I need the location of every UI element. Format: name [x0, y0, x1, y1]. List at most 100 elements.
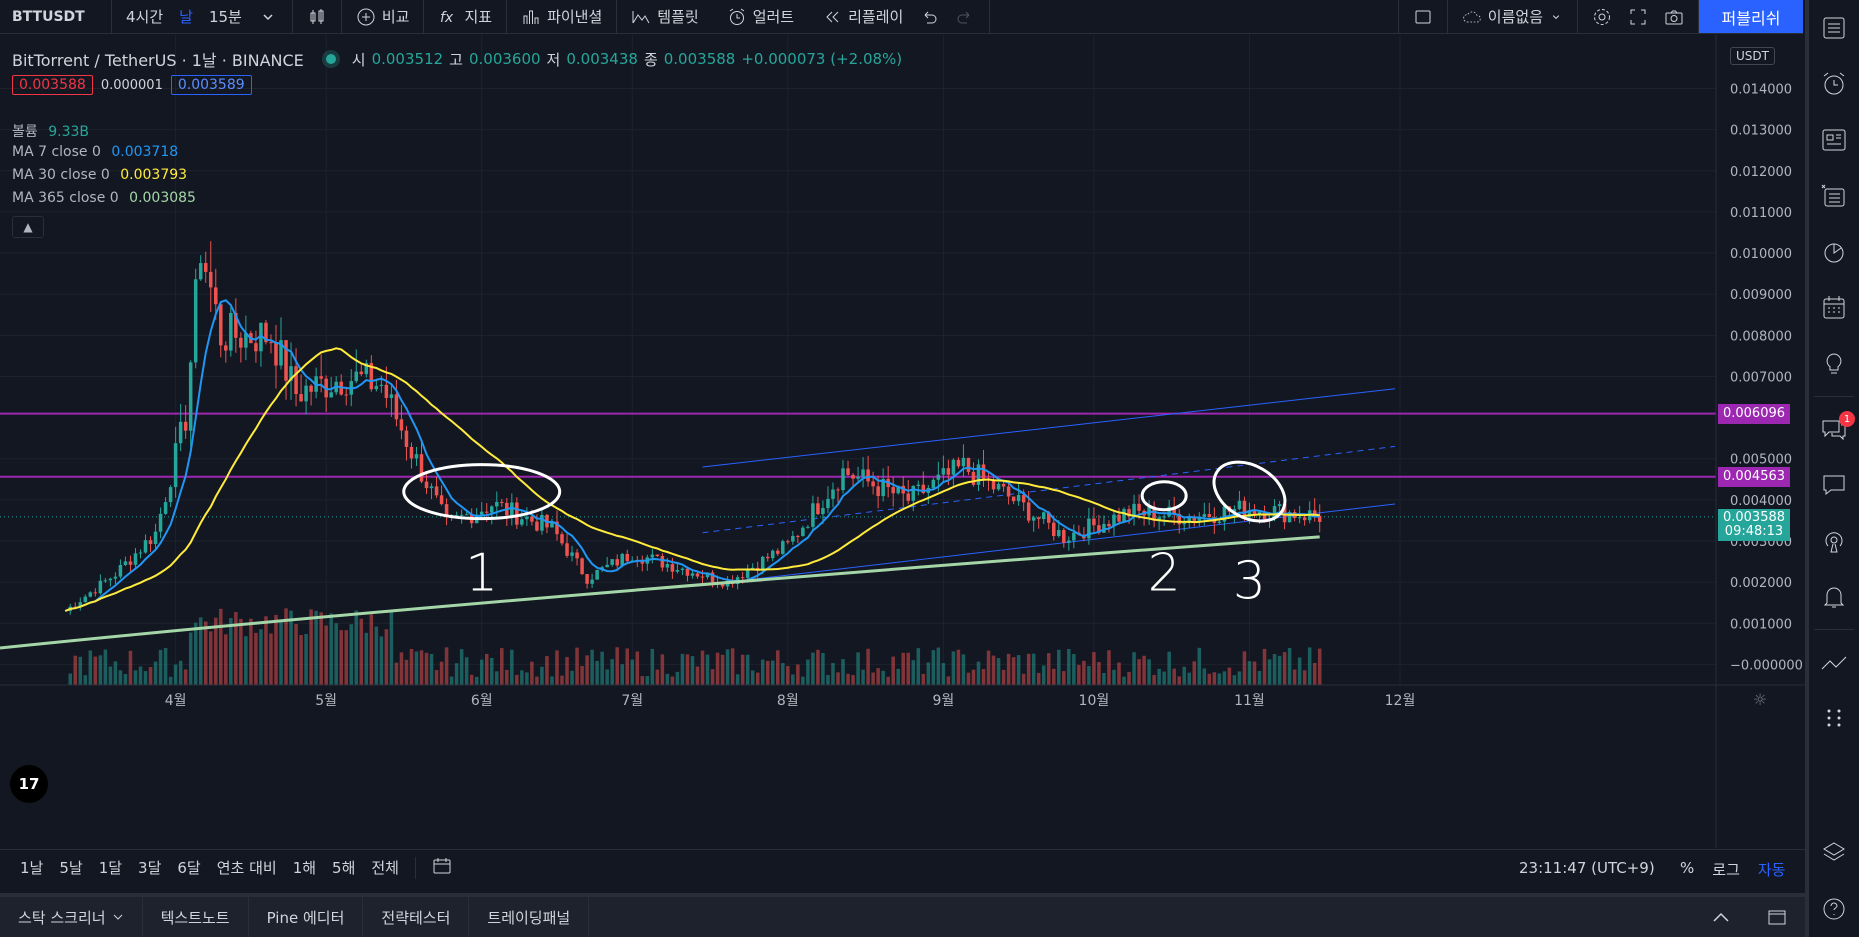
- percent-scale-button[interactable]: %: [1680, 859, 1695, 877]
- volume-bar: [158, 649, 163, 685]
- chart-type-button[interactable]: [299, 0, 335, 33]
- candle-body: [1182, 522, 1186, 525]
- range-1y[interactable]: 1해: [292, 858, 317, 877]
- sell-price[interactable]: 0.003588: [12, 75, 93, 95]
- dom-button[interactable]: [1807, 690, 1859, 746]
- fullscreen-button[interactable]: [1620, 0, 1656, 33]
- interval-4h[interactable]: 4시간: [126, 8, 164, 26]
- calendar-list-button[interactable]: [1807, 168, 1859, 224]
- circle-drawing: [1212, 460, 1287, 523]
- symbol-search-button[interactable]: BTTUSDT: [0, 0, 112, 33]
- time-axis[interactable]: 4월 5월 6월 7월 8월 9월 10월 11월 12월 ☼: [0, 684, 1805, 709]
- interval-dropdown[interactable]: [250, 0, 286, 33]
- candle-body: [856, 476, 860, 479]
- interval-15m[interactable]: 15분: [208, 8, 242, 26]
- publish-button[interactable]: 퍼블리쉬: [1699, 0, 1803, 33]
- auto-scale-button[interactable]: 자동: [1757, 861, 1786, 879]
- data-window-button[interactable]: [1807, 224, 1859, 280]
- volume-bar: [193, 622, 198, 685]
- notifications-button[interactable]: [1807, 569, 1859, 625]
- watchlist-button[interactable]: [1807, 0, 1859, 56]
- range-3m[interactable]: 3달: [138, 858, 162, 877]
- range-5y[interactable]: 5해: [332, 858, 356, 877]
- settings-button[interactable]: [1584, 0, 1620, 33]
- volume-bar: [660, 654, 665, 685]
- channel-drawings[interactable]: [702, 388, 1396, 583]
- range-5d[interactable]: 5날: [59, 858, 83, 877]
- economic-calendar-button[interactable]: [1807, 280, 1859, 336]
- candle-body: [193, 279, 198, 363]
- log-scale-button[interactable]: 로그: [1712, 861, 1740, 879]
- range-1d[interactable]: 1날: [20, 858, 44, 877]
- templates-button[interactable]: 템플릿: [623, 0, 706, 33]
- candle-body: [113, 576, 118, 579]
- pie-icon: [1824, 243, 1844, 263]
- candle-body: [459, 514, 464, 516]
- layers-button[interactable]: [1807, 825, 1859, 881]
- ideas-button[interactable]: [1807, 336, 1859, 392]
- volume-bar: [294, 624, 298, 685]
- snapshot-button[interactable]: [1656, 0, 1692, 33]
- tab-strategy-tester[interactable]: 전략테스터: [363, 897, 470, 937]
- help-button[interactable]: [1807, 881, 1859, 937]
- tab-text-notes[interactable]: 텍스트노트: [143, 897, 249, 937]
- ma30-indicator[interactable]: MA 30 close 0 0.003793: [12, 167, 187, 183]
- price-tick-label: 0.013000: [1730, 124, 1792, 139]
- ma365-indicator[interactable]: MA 365 close 0 0.003085: [12, 190, 196, 206]
- stock-screener-label: 스탁 스크리너: [18, 908, 106, 927]
- ma365-value: 0.003085: [129, 190, 196, 206]
- range-6m[interactable]: 6달: [177, 858, 201, 877]
- horizontal-lines[interactable]: [0, 412, 1716, 518]
- indicators-button[interactable]: fx 지표: [430, 0, 500, 33]
- interval-1d[interactable]: 날: [179, 8, 193, 26]
- tab-pine-editor[interactable]: Pine 에디터: [249, 897, 364, 937]
- compare-button[interactable]: 비교: [348, 0, 418, 33]
- range-all[interactable]: 전체: [371, 858, 399, 877]
- candle-body: [409, 446, 414, 459]
- candle-body: [264, 322, 268, 343]
- buy-price[interactable]: 0.003589: [170, 75, 252, 95]
- tab-trading-panel[interactable]: 트레이딩패널: [469, 897, 590, 937]
- timezone-clock[interactable]: 23:11:47 (UTC+9): [1519, 859, 1655, 877]
- volume-bar: [595, 660, 599, 685]
- volume-bar: [123, 673, 128, 685]
- currency-label[interactable]: USDT: [1730, 47, 1775, 65]
- volume-bar: [254, 632, 258, 685]
- candle-body: [876, 486, 880, 497]
- tab-stock-screener[interactable]: 스탁 스크리너: [0, 897, 143, 937]
- tradingview-logo[interactable]: 17: [10, 765, 48, 803]
- volume-bar: [745, 654, 750, 685]
- undo-button[interactable]: [911, 0, 947, 33]
- range-1m[interactable]: 1달: [98, 858, 123, 877]
- goto-date-button[interactable]: [414, 856, 460, 879]
- maximize-panel-button[interactable]: [1749, 897, 1805, 937]
- news-button[interactable]: [1807, 112, 1859, 168]
- replay-button[interactable]: 리플레이: [814, 0, 911, 33]
- alerts-panel-button[interactable]: [1807, 56, 1859, 112]
- price-axis[interactable]: 0.014000 0.013000 0.012000 0.011000 0.010000…: [1715, 35, 1805, 848]
- alerts-button[interactable]: 얼러트: [719, 0, 802, 33]
- volume-indicator[interactable]: 볼륨 9.33B: [12, 121, 89, 141]
- volume-bar: [128, 650, 133, 685]
- volume-bar: [354, 610, 359, 685]
- messages-button[interactable]: [1807, 457, 1859, 513]
- chevron-up-icon: [1713, 912, 1729, 922]
- ma7-indicator[interactable]: MA 7 close 0 0.003718: [12, 144, 178, 160]
- candle-body: [1006, 486, 1011, 497]
- financials-button[interactable]: 파이낸셜: [513, 0, 610, 33]
- layout-name-button[interactable]: 이름없음: [1454, 0, 1571, 33]
- candle-body: [806, 526, 810, 528]
- trading-button[interactable]: [1807, 634, 1859, 690]
- expand-panel-button[interactable]: [1693, 897, 1749, 937]
- collapse-legend-button[interactable]: ▲: [12, 216, 44, 238]
- chats-button[interactable]: 1: [1807, 401, 1859, 457]
- volume-bar: [941, 663, 946, 685]
- streams-button[interactable]: [1807, 513, 1859, 569]
- range-ytd[interactable]: 연초 대비: [216, 858, 277, 877]
- redo-button[interactable]: [947, 0, 983, 33]
- candle-body: [816, 503, 820, 515]
- select-layout-button[interactable]: [1405, 0, 1441, 33]
